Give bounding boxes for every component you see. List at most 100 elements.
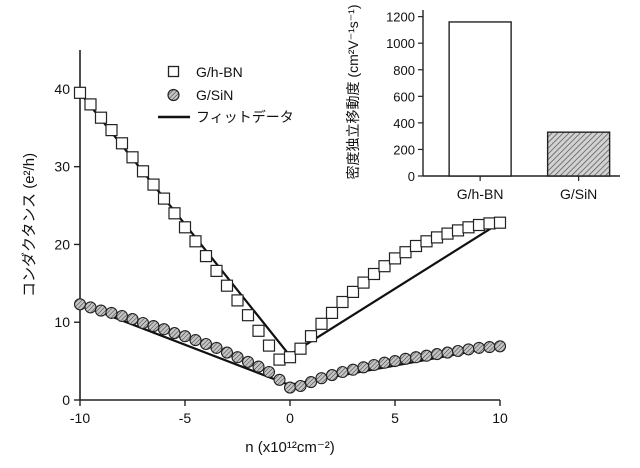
sin-data-point [337,367,348,378]
sin-data-point [390,356,401,367]
inset-category-label: G/SiN [560,186,597,202]
inset-category-label: G/h-BN [457,186,504,202]
inset-y-tick-label: 800 [393,63,415,78]
sin-data-point [463,344,474,355]
sin-data-point [243,356,254,367]
inset-y-tick-label: 1200 [386,10,415,25]
fit-line-sin [80,304,500,387]
sin-data-point [484,342,495,353]
legend-label-fit: フィットデータ [196,109,294,125]
hbn-data-point [117,138,128,149]
y-axis-label: コンダクタンス (e²/h) [21,153,38,297]
hbn-data-point [316,318,327,329]
y-tick-label: 30 [54,159,70,175]
y-tick-label: 0 [62,392,70,408]
sin-data-point [75,299,86,310]
hbn-data-point [169,208,180,219]
sin-data-point [211,342,222,353]
x-axis-label: n (x10¹²cm⁻²) [245,439,335,456]
x-tick-label: 0 [286,410,294,426]
hbn-data-point [453,225,464,236]
series-markers [75,87,506,393]
sin-data-point [264,367,275,378]
sin-data-point [474,342,485,353]
hbn-data-point [138,166,149,177]
hbn-data-point [148,179,159,190]
sin-data-point [327,370,338,381]
hbn-data-point [180,222,191,233]
y-tick-label: 10 [54,314,70,330]
inset-y-tick-label: 1000 [386,36,415,51]
sin-data-point [180,331,191,342]
hbn-data-point [442,228,453,239]
x-tick-label: 10 [492,410,508,426]
inset-y-tick-label: 400 [393,116,415,131]
sin-data-point [85,302,96,313]
inset-bar-hbn [449,22,511,176]
hbn-data-point [253,325,264,336]
hbn-data-point [348,286,359,297]
sin-data-point [285,382,296,393]
legend-marker-sin [168,90,179,101]
sin-data-point [190,335,201,346]
hbn-data-point [390,253,401,264]
hbn-data-point [337,297,348,308]
sin-data-point [96,305,107,316]
inset-y-tick-label: 0 [408,169,415,184]
hbn-data-point [232,295,243,306]
hbn-data-point [358,277,369,288]
sin-data-point [358,362,369,373]
sin-data-point [348,364,359,375]
fit-line-hbn [80,93,500,357]
hbn-data-point [432,232,443,243]
sin-data-point [306,377,317,388]
hbn-data-point [484,218,495,229]
legend-label-hbn: G/h-BN [196,64,243,80]
sin-data-point [316,373,327,384]
hbn-data-point [400,247,411,258]
hbn-data-point [264,340,275,351]
hbn-data-point [379,261,390,272]
sin-data-point [442,347,453,358]
sin-data-point [421,350,432,361]
sin-data-point [127,314,138,325]
legend-marker-hbn [169,67,179,77]
hbn-data-point [201,251,212,262]
inset-axis-ticks: 0 200 400 600 800 1000 1200 [386,10,423,184]
inset-bars [449,22,610,176]
hbn-data-point [369,269,380,280]
sin-data-point [495,341,506,352]
x-tick-label: -5 [179,410,192,426]
inset-bar-sin [548,132,610,176]
hbn-data-point [222,280,233,291]
sin-data-point [400,353,411,364]
hbn-data-point [127,152,138,163]
sin-data-point [253,361,264,372]
hbn-data-point [327,307,338,318]
x-tick-label: -10 [70,410,90,426]
sin-data-point [148,321,159,332]
inset-category-labels: G/h-BN G/SiN [457,176,598,202]
sin-data-point [159,324,170,335]
inset-bar-chart: 020040060080010001200 G/h-BNG/SiN 密度独立移動… [345,5,620,202]
hbn-data-point [306,331,317,342]
y-tick-label: 40 [54,81,70,97]
hbn-data-point [75,87,86,98]
inset-y-tick-label: 600 [393,89,415,104]
hbn-data-point [421,236,432,247]
sin-data-point [222,347,233,358]
sin-data-point [169,328,180,339]
inset-y-tick-label: 200 [393,142,415,157]
hbn-data-point [96,112,107,123]
hbn-data-point [295,343,306,354]
x-tick-label: 5 [391,410,399,426]
sin-data-point [453,346,464,357]
hbn-data-point [285,352,296,363]
hbn-data-point [211,265,222,276]
hbn-data-point [274,354,285,365]
sin-data-point [138,318,149,329]
hbn-data-point [243,310,254,321]
sin-data-point [106,307,117,318]
sin-data-point [379,357,390,368]
